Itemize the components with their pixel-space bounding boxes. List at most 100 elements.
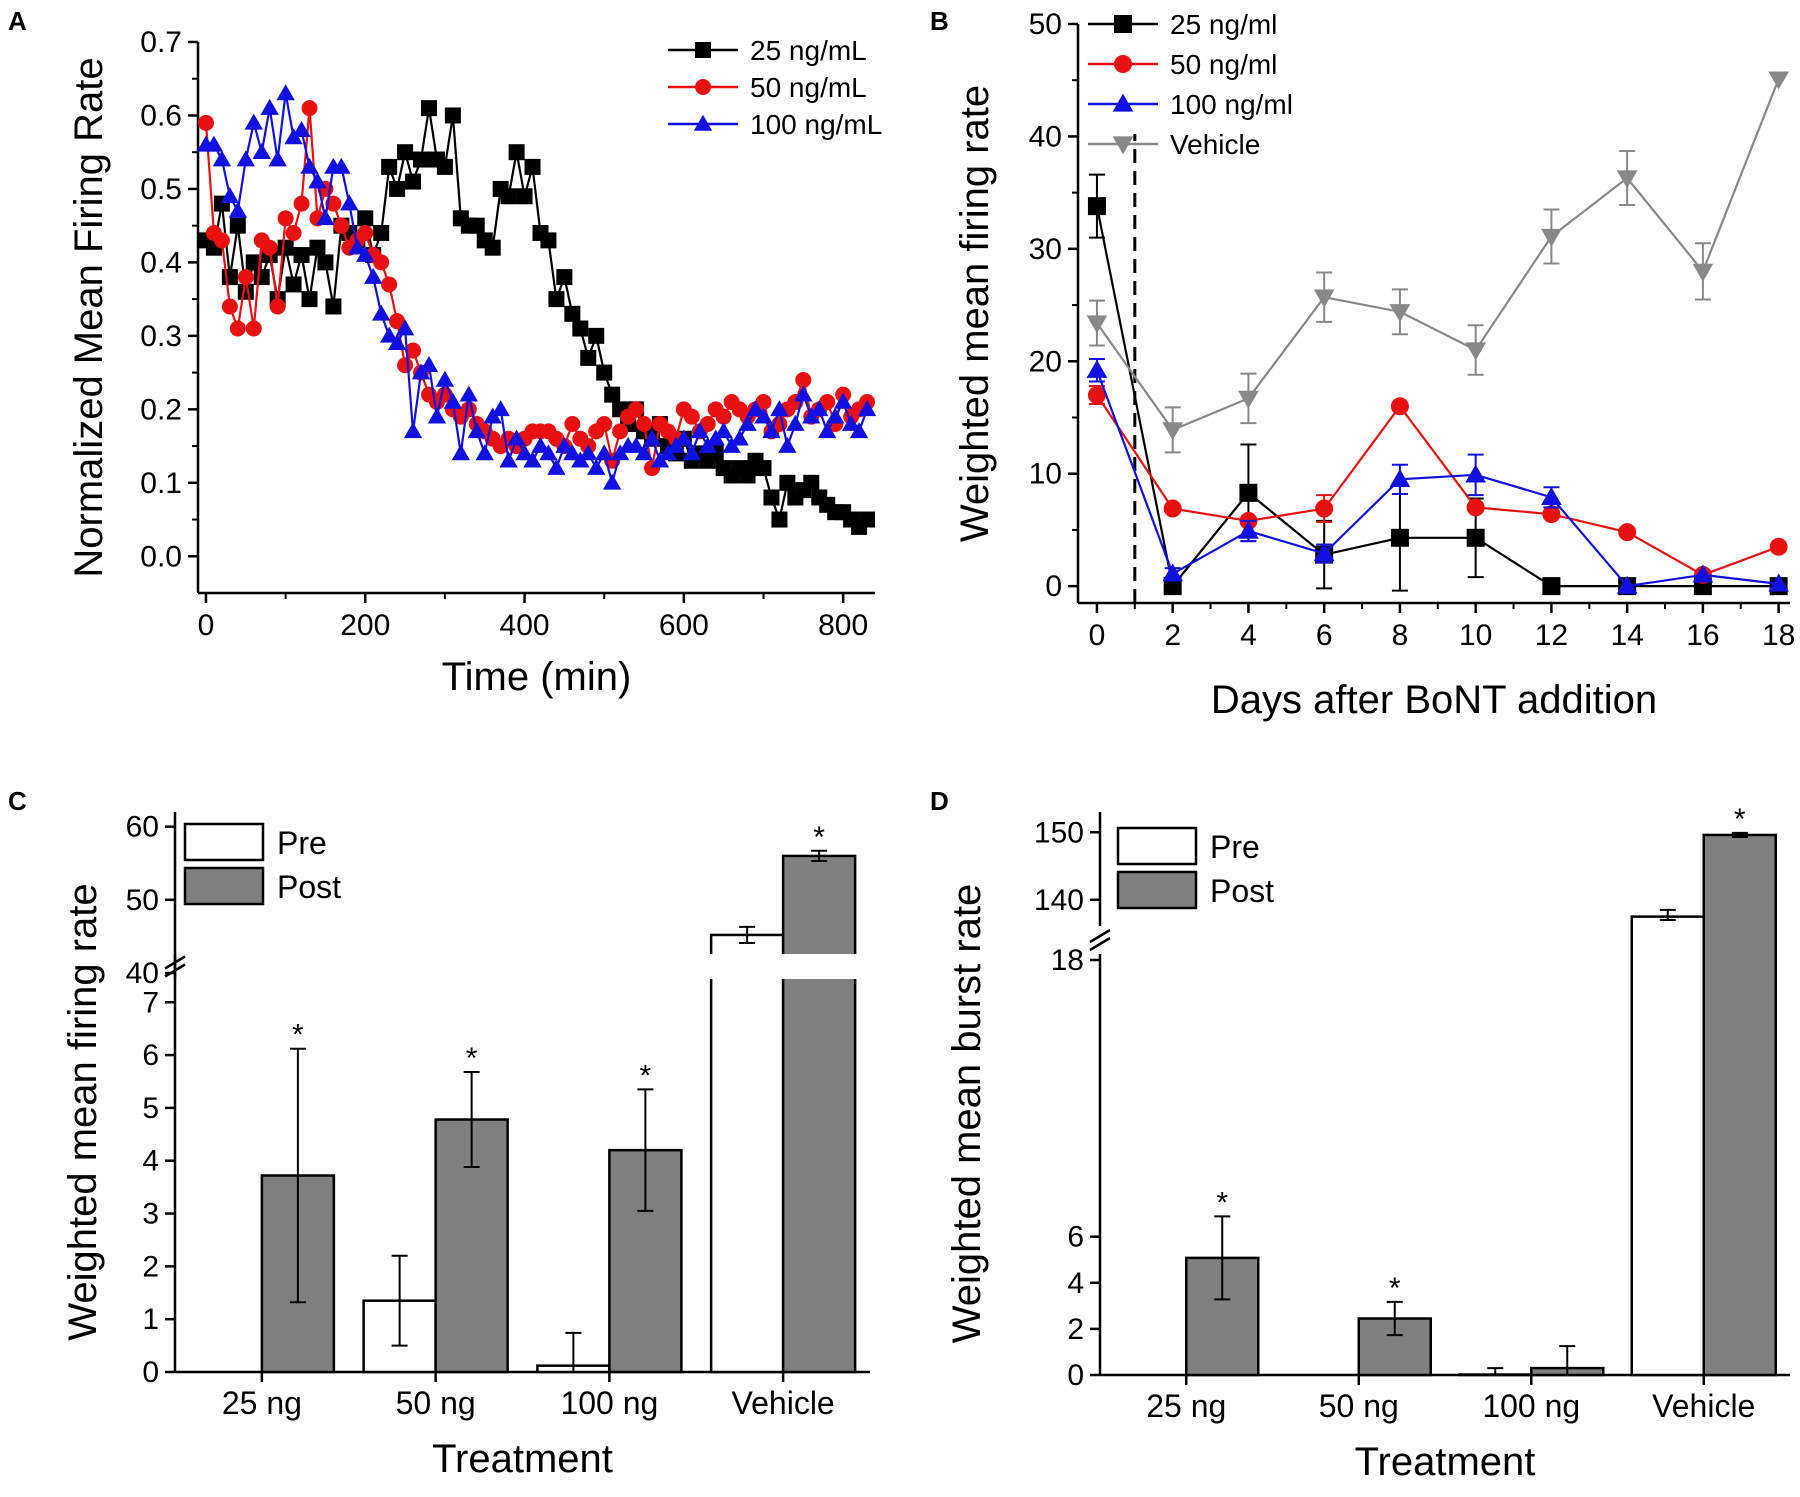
data-point	[596, 416, 613, 433]
data-point	[1238, 390, 1259, 409]
legend-marker	[1114, 15, 1132, 33]
axis-break-mark	[164, 955, 186, 970]
x-tick-label: 18	[1762, 619, 1795, 652]
legend-swatch	[1116, 870, 1198, 910]
data-point	[213, 232, 230, 249]
data-point	[738, 414, 757, 431]
bar-pre	[709, 933, 785, 1374]
legend: Pre Post	[1116, 826, 1274, 910]
data-point	[715, 408, 732, 425]
data-point	[244, 113, 263, 130]
data-point	[795, 371, 812, 388]
data-point	[309, 239, 326, 256]
data-point	[602, 473, 622, 490]
y-axis-title: Weighted mean firing rate	[61, 883, 105, 1340]
legend-label: Vehicle	[1170, 129, 1260, 160]
x-tick-label: 50 ng	[1319, 1388, 1399, 1424]
data-point	[1239, 483, 1258, 502]
chart-panel-b: B 0 2 4 6 8 10 12 14 16 18 0 10 20 30 40 50 Days after Bo…	[930, 6, 1795, 722]
data-point	[1769, 537, 1788, 556]
series-100-ng-ml	[196, 84, 877, 490]
data-point	[1465, 342, 1487, 361]
data-point	[516, 188, 533, 205]
data-point	[507, 429, 526, 446]
y-tick-label: 10	[1029, 458, 1062, 491]
series-25-ng-ml	[1087, 173, 1788, 596]
data-point	[293, 247, 310, 264]
x-axis-title: Treatment	[1355, 1440, 1536, 1484]
y-tick-label: 150	[1034, 816, 1084, 849]
data-point	[833, 392, 853, 409]
data-point	[443, 392, 463, 409]
data-point	[395, 319, 415, 336]
x-tick-label: 50 ng	[396, 1385, 476, 1421]
series-line	[206, 93, 869, 488]
x-tick-label: 16	[1686, 619, 1719, 652]
y-tick-label: 50	[1029, 8, 1062, 41]
x-tick-label: 800	[818, 609, 868, 642]
data-point	[508, 144, 525, 161]
x-tick-label: 600	[659, 609, 709, 642]
data-point	[419, 356, 439, 373]
series-line	[1096, 78, 1780, 432]
axis-break-mark	[164, 963, 186, 978]
data-point	[268, 150, 287, 167]
x-axis-title: Days after BoNT addition	[1211, 678, 1657, 722]
data-point	[340, 194, 359, 211]
data-point	[292, 120, 311, 137]
data-point	[786, 414, 805, 431]
legend-marker	[1112, 93, 1134, 112]
chart-panel-c: C 0 1 2 3 4 5 6 740 50 60 25 ng 50 ng 100 ng Vehicle * *…	[8, 786, 870, 1481]
data-point	[1313, 543, 1335, 562]
legend-label: 100 ng/mL	[750, 109, 882, 140]
panel-label: D	[930, 786, 949, 816]
x-tick-label: 0	[198, 609, 215, 642]
x-tick-label: 200	[340, 609, 390, 642]
data-point	[373, 254, 390, 271]
data-point	[699, 416, 716, 433]
y-tick-label: 18	[1051, 944, 1084, 977]
data-point	[500, 188, 517, 205]
data-point	[387, 334, 407, 351]
x-tick-label: Vehicle	[732, 1385, 835, 1421]
data-point	[301, 291, 318, 308]
data-point	[580, 349, 597, 366]
data-point	[436, 158, 453, 175]
y-tick-label: 0.1	[140, 467, 182, 500]
data-point	[357, 210, 374, 227]
legend: 25 ng/mL 50 ng/mL 100 ng/mL	[668, 35, 882, 140]
panel-label: B	[930, 6, 949, 36]
significance-marker: *	[466, 1042, 478, 1075]
data-point	[1086, 315, 1108, 334]
legend-label: 100 ng/ml	[1170, 89, 1293, 120]
data-point	[612, 423, 629, 440]
y-tick-label: 0.5	[140, 173, 182, 206]
data-point	[285, 276, 302, 293]
y-axis-title: Normalized Mean Firing Rate	[67, 57, 111, 577]
data-point	[236, 150, 255, 167]
data-point	[285, 225, 302, 242]
y-tick-label: 0	[1067, 1359, 1084, 1392]
data-point	[293, 195, 310, 212]
legend-marker	[693, 114, 713, 131]
data-point	[779, 474, 796, 491]
y-tick-label: 0.4	[140, 246, 182, 279]
x-tick-label: 0	[1089, 619, 1106, 652]
data-point	[1618, 523, 1637, 542]
data-point	[755, 393, 772, 410]
y-tick-label: 7	[142, 986, 159, 1019]
data-point	[588, 327, 605, 344]
data-point	[754, 407, 773, 424]
data-point	[531, 436, 550, 453]
data-point	[381, 276, 398, 293]
x-tick-label: 6	[1316, 619, 1333, 652]
y-tick-label: 4	[142, 1145, 159, 1178]
data-point	[515, 444, 534, 461]
data-point	[547, 458, 566, 475]
legend-label: 25 ng/mL	[750, 35, 867, 66]
data-point	[245, 254, 262, 271]
data-point	[564, 416, 581, 433]
data-point	[572, 320, 589, 337]
y-axis-title: Weighted mean firing rate	[953, 85, 997, 542]
data-point	[253, 269, 270, 286]
